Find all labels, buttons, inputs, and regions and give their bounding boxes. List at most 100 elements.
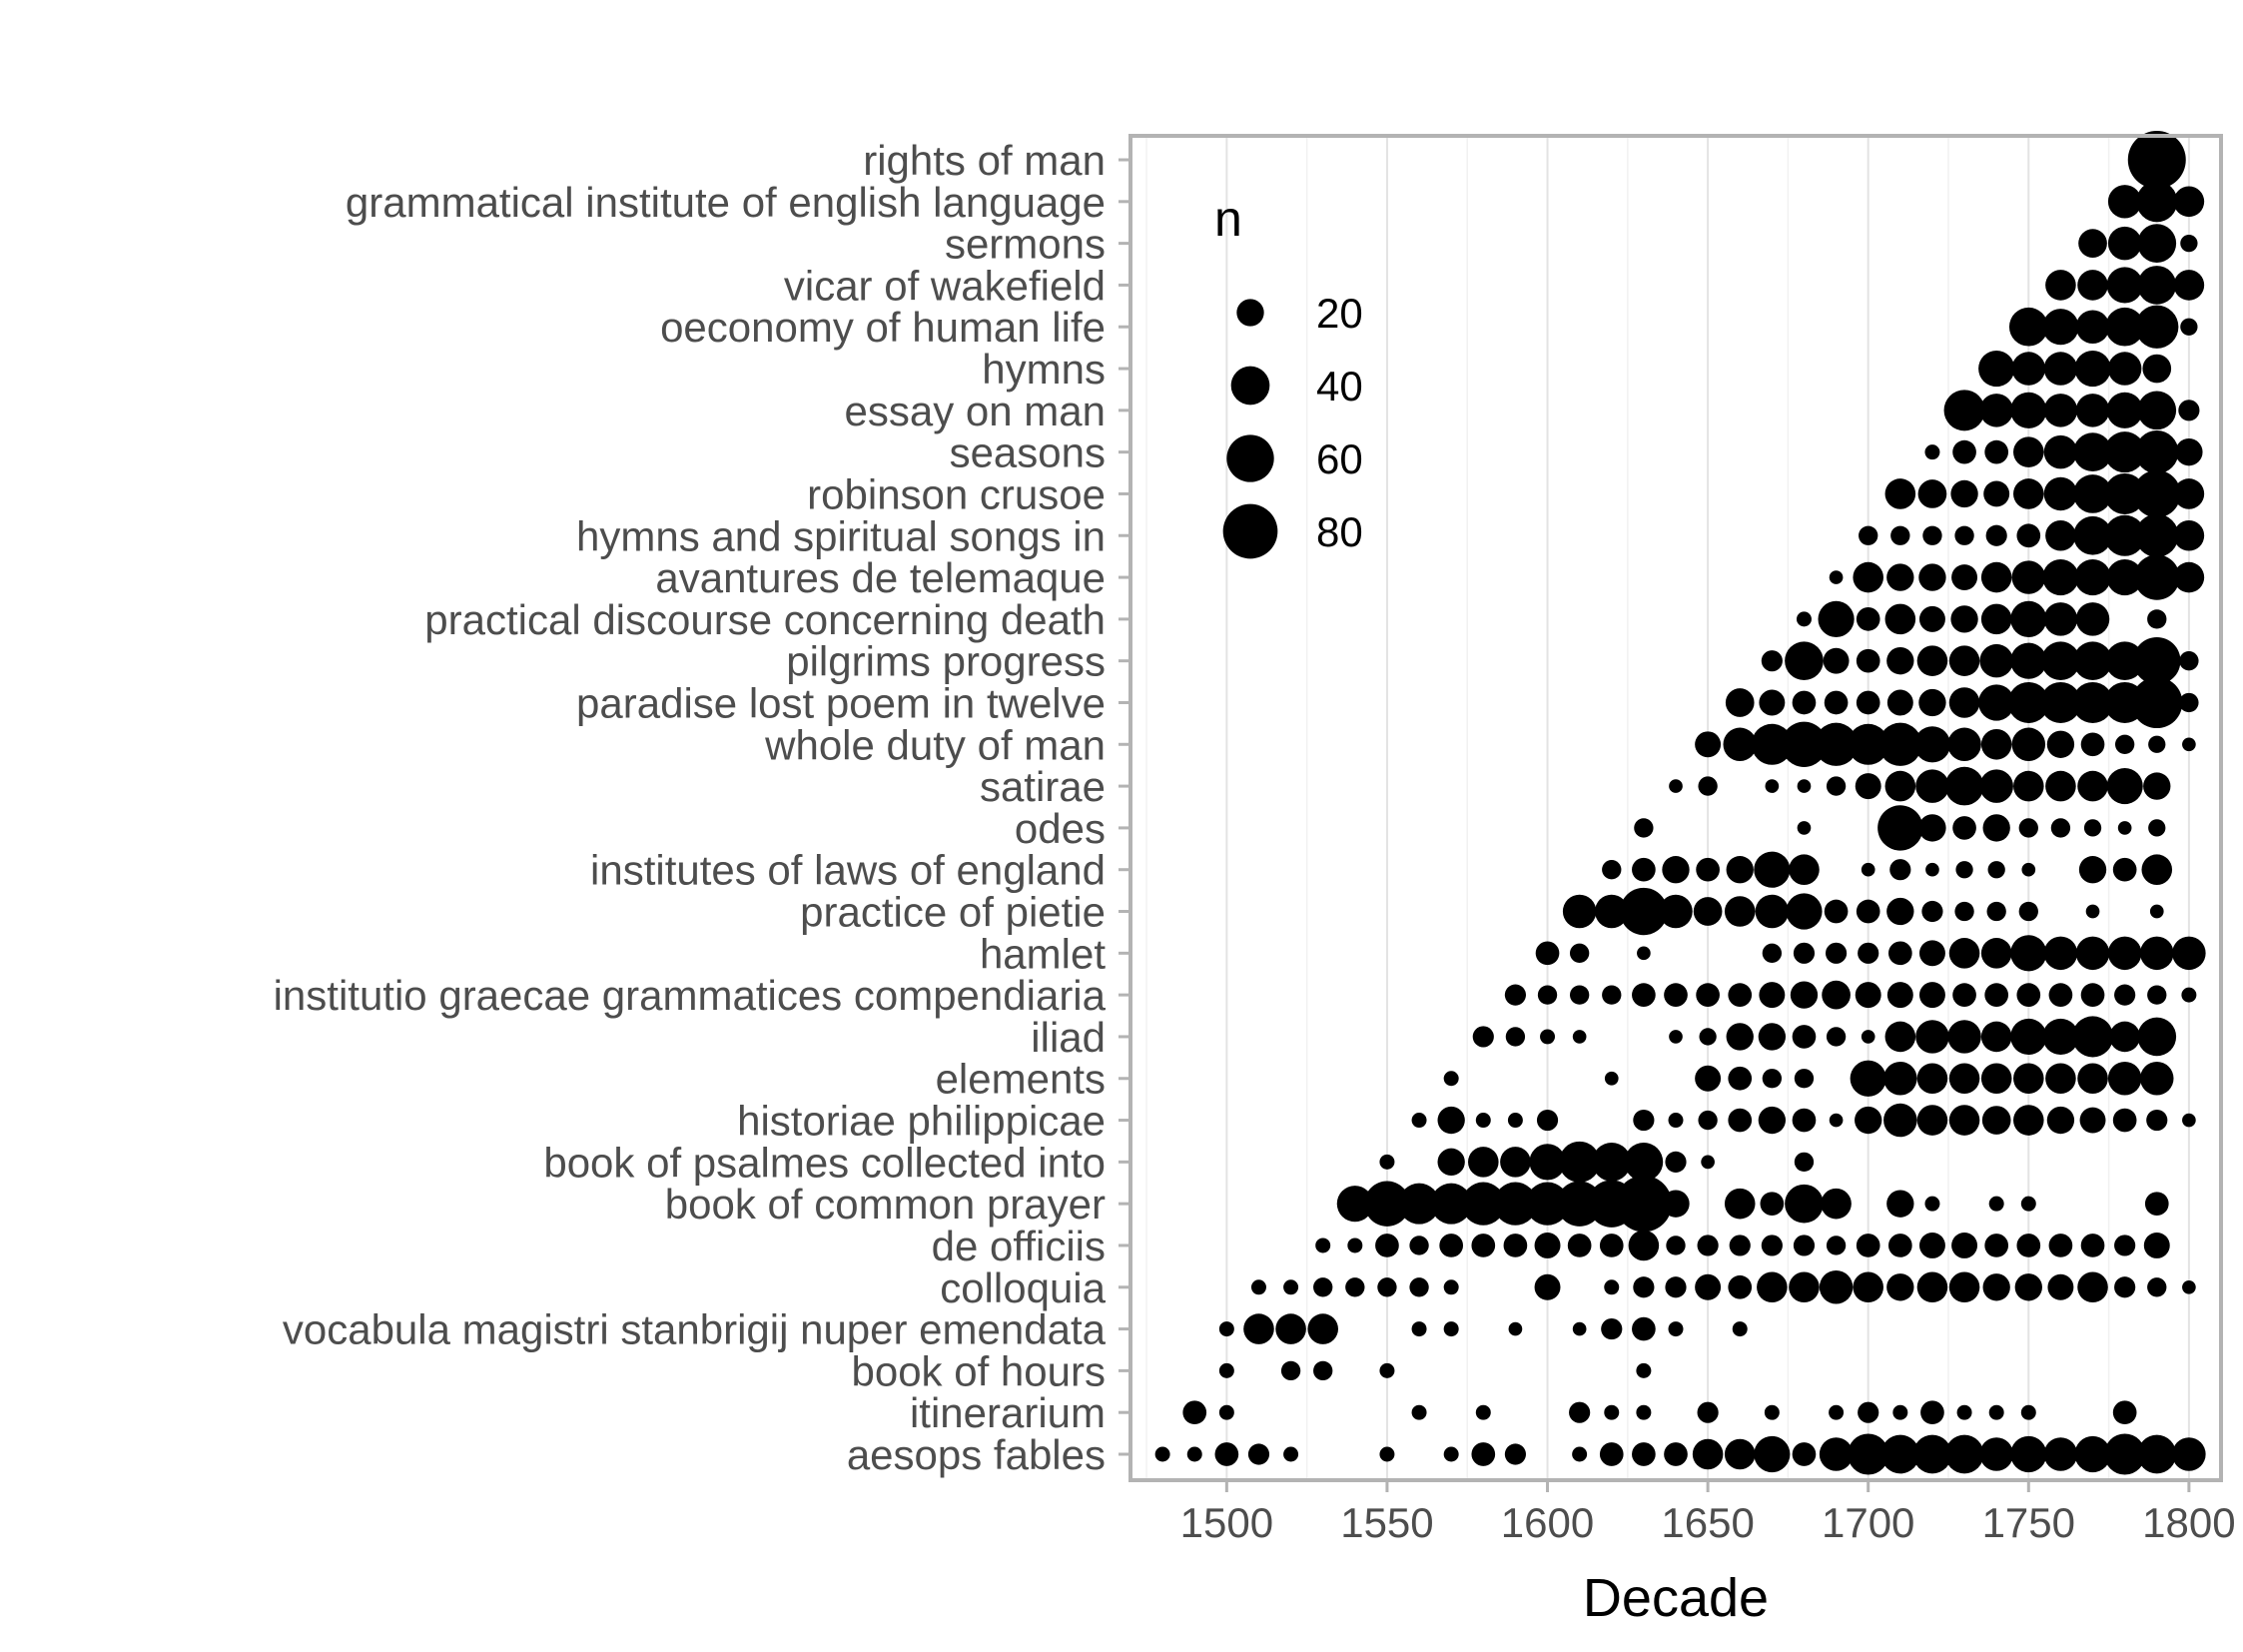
data-point — [1948, 645, 1980, 676]
data-point — [1826, 1236, 1847, 1255]
data-point — [1947, 1020, 1981, 1054]
data-point — [1283, 1446, 1299, 1462]
data-point — [2114, 734, 2135, 754]
data-point — [1695, 1065, 1722, 1092]
data-point — [1824, 690, 1849, 715]
data-point — [2173, 478, 2205, 509]
data-point — [1819, 1270, 1854, 1304]
data-point — [1761, 1235, 1783, 1256]
data-point — [1980, 1021, 2012, 1053]
size-legend: n 20 40 60 80 — [1214, 191, 1363, 559]
data-point — [2135, 513, 2179, 557]
data-point — [2048, 983, 2073, 1007]
data-point — [2013, 1063, 2044, 1095]
data-point — [1592, 1143, 1632, 1182]
y-tick-label: colloquia — [940, 1264, 1106, 1311]
data-point — [1345, 1277, 1365, 1297]
data-point — [1912, 1434, 1952, 1474]
data-point — [1918, 1232, 1945, 1258]
data-point — [2077, 770, 2108, 802]
data-point — [2135, 305, 2179, 349]
data-point — [1823, 647, 1850, 674]
data-point — [2104, 431, 2146, 473]
data-point — [1534, 1232, 1561, 1258]
y-tick-label: vocabula magistri stanbrigij nuper emend… — [283, 1306, 1107, 1353]
data-point — [1692, 1438, 1724, 1470]
data-point — [1529, 1144, 1566, 1181]
data-point — [1411, 1321, 1427, 1337]
data-point — [2173, 186, 2205, 218]
data-point — [2178, 400, 2200, 421]
data-point — [1443, 1071, 1459, 1087]
data-point — [1887, 1234, 1912, 1257]
data-point — [1987, 861, 2005, 879]
data-point — [1503, 1234, 1528, 1257]
data-point — [2018, 818, 2038, 838]
data-point — [1572, 1030, 1587, 1044]
data-point — [1785, 1184, 1824, 1224]
data-point — [1537, 985, 1558, 1005]
legend-key-circle — [1226, 434, 1274, 482]
data-point — [1696, 983, 1720, 1007]
data-point — [1182, 1400, 1207, 1425]
data-point — [1829, 1113, 1844, 1128]
data-point — [1856, 899, 1880, 924]
data-point — [1781, 721, 1828, 767]
legend-key-circle — [1236, 299, 1264, 327]
data-point — [2134, 554, 2180, 600]
data-point — [1850, 1060, 1886, 1097]
data-point — [2131, 676, 2183, 729]
data-point — [1980, 729, 2012, 760]
y-tick-label: pilgrims progress — [786, 638, 1106, 685]
data-point — [1697, 1401, 1719, 1423]
data-point — [1724, 896, 1756, 927]
data-point — [2104, 472, 2146, 514]
data-point — [1952, 816, 1976, 840]
data-point — [1280, 1360, 1301, 1381]
data-point — [1468, 1147, 1499, 1178]
data-point — [1950, 479, 1978, 508]
data-point — [1829, 570, 1844, 584]
data-point — [2180, 234, 2198, 253]
data-point — [2048, 1234, 2073, 1257]
data-point — [1696, 857, 1720, 882]
data-point — [1409, 1236, 1429, 1255]
data-point — [1754, 851, 1791, 888]
data-point — [1818, 600, 1855, 637]
data-point — [2148, 735, 2166, 753]
data-point — [1313, 1277, 1333, 1297]
data-point — [1313, 1360, 1333, 1381]
data-point — [2104, 514, 2146, 556]
data-point — [1437, 1106, 1465, 1135]
data-point — [1980, 1063, 2012, 1095]
data-point — [2080, 732, 2105, 757]
data-point — [2147, 1277, 2167, 1297]
data-point — [1883, 1103, 1917, 1138]
data-point — [1826, 776, 1847, 796]
y-tick-label: sermons — [945, 221, 1106, 268]
data-point — [1792, 690, 1817, 715]
data-point — [2073, 515, 2112, 555]
y-tick-label: paradise lost poem in twelve — [576, 679, 1106, 726]
data-point — [1883, 1061, 1917, 1096]
data-point — [1665, 1151, 1687, 1173]
data-point — [1819, 1437, 1854, 1471]
data-point — [1729, 1235, 1751, 1256]
data-point — [2042, 309, 2079, 346]
x-axis: 1500 1550 1600 1650 1700 1750 1800 — [1180, 1480, 2236, 1546]
y-tick-label: practice of pietie — [800, 889, 1106, 936]
data-point — [1751, 723, 1793, 765]
y-tick-label: grammatical institute of english languag… — [346, 179, 1106, 226]
data-point — [2021, 862, 2036, 877]
data-point — [1790, 981, 1819, 1009]
data-point — [1984, 439, 2009, 464]
y-tick-label: book of common prayer — [665, 1181, 1106, 1228]
data-point — [1636, 1362, 1652, 1378]
data-point — [1797, 821, 1812, 835]
data-point — [2106, 392, 2143, 428]
data-point — [1986, 901, 2006, 922]
data-point — [1952, 983, 1976, 1007]
data-point — [1979, 769, 2013, 803]
y-tick-label: hamlet — [980, 930, 1106, 977]
